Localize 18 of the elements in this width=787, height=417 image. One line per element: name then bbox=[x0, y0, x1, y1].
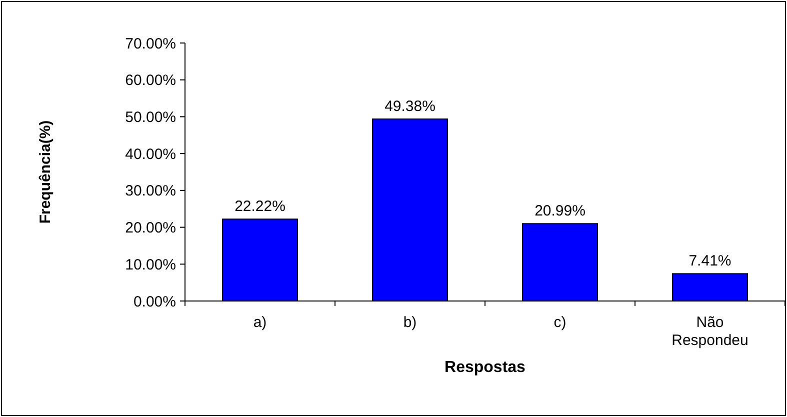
data-label: 20.99% bbox=[534, 202, 586, 220]
y-tick-label: 30.00% bbox=[125, 182, 176, 200]
x-tick-label: b) bbox=[403, 314, 417, 331]
x-tick-label: a) bbox=[253, 314, 267, 331]
data-label: 22.22% bbox=[234, 198, 286, 216]
y-axis-title: Frequência(%) bbox=[37, 120, 54, 224]
y-tick-label: 10.00% bbox=[125, 256, 176, 274]
y-tick-label: 40.00% bbox=[125, 146, 176, 163]
x-tick-label: Não Respondeu bbox=[672, 314, 748, 349]
data-label: 7.41% bbox=[688, 252, 732, 270]
data-label: 49.38% bbox=[384, 98, 436, 115]
y-tick-label: 50.00% bbox=[125, 108, 176, 126]
y-tick-label: 0.00% bbox=[133, 293, 176, 310]
y-tick-label: 70.00% bbox=[125, 35, 176, 52]
x-tick-label: c) bbox=[554, 314, 566, 331]
y-tick-label: 20.00% bbox=[125, 220, 176, 237]
y-tick-label: 60.00% bbox=[125, 72, 176, 90]
x-axis-title: Respostas bbox=[444, 359, 526, 376]
